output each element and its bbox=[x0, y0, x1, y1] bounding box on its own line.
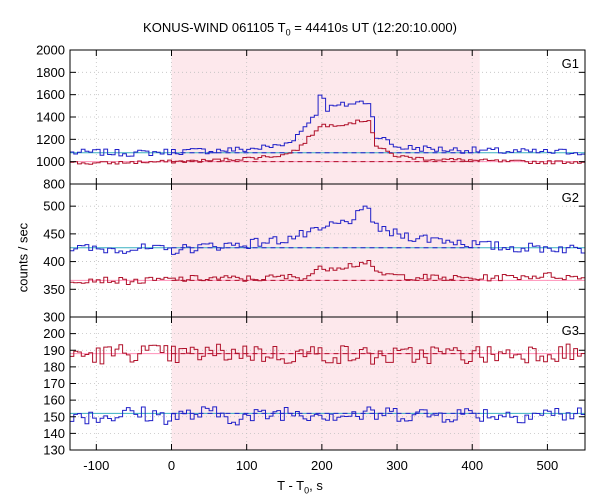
y-tick-label: 130 bbox=[43, 443, 65, 458]
y-tick-label: 450 bbox=[43, 226, 65, 241]
x-tick-label: -100 bbox=[83, 458, 109, 473]
y-tick-label: 1600 bbox=[36, 87, 65, 102]
y-tick-label: 200 bbox=[43, 326, 65, 341]
y-tick-label: 800 bbox=[43, 177, 65, 192]
shaded-interval-G1 bbox=[171, 50, 480, 184]
series-G3-a bbox=[70, 406, 585, 426]
y-tick-label: 160 bbox=[43, 393, 65, 408]
y-tick-label: 1400 bbox=[36, 110, 65, 125]
series-G2-a bbox=[70, 205, 585, 255]
x-tick-label: 400 bbox=[461, 458, 483, 473]
y-tick-label: 150 bbox=[43, 409, 65, 424]
y-tick-label: 1200 bbox=[36, 132, 65, 147]
x-tick-label: 500 bbox=[537, 458, 559, 473]
series-G2-b bbox=[70, 260, 585, 285]
y-tick-label: 190 bbox=[43, 343, 65, 358]
y-tick-label: 350 bbox=[43, 282, 65, 297]
panel-label-G1: G1 bbox=[562, 56, 579, 71]
shaded-interval-G3 bbox=[171, 317, 480, 450]
x-tick-label: 0 bbox=[168, 458, 175, 473]
y-tick-label: 1000 bbox=[36, 154, 65, 169]
x-tick-label: 100 bbox=[236, 458, 258, 473]
y-axis-label: counts / sec bbox=[15, 222, 31, 293]
panel-label-G3: G3 bbox=[562, 323, 579, 338]
y-tick-label: 1800 bbox=[36, 65, 65, 80]
y-tick-label: 500 bbox=[43, 199, 65, 214]
x-tick-label: 200 bbox=[311, 458, 333, 473]
y-tick-label: 400 bbox=[43, 254, 65, 269]
y-tick-label: 2000 bbox=[36, 43, 65, 58]
series-G3-b bbox=[70, 343, 585, 365]
series-G1-a bbox=[70, 94, 585, 157]
x-tick-label: 300 bbox=[386, 458, 408, 473]
series-G1-b bbox=[70, 119, 585, 165]
y-tick-label: 300 bbox=[43, 310, 65, 325]
y-tick-label: 140 bbox=[43, 426, 65, 441]
panel-label-G2: G2 bbox=[562, 190, 579, 205]
y-tick-label: 170 bbox=[43, 376, 65, 391]
x-axis-label: T - T0, s bbox=[277, 478, 323, 496]
chart-title: KONUS-WIND 061105 T0 = 44410s UT (12:20:… bbox=[143, 20, 457, 38]
y-tick-label: 180 bbox=[43, 359, 65, 374]
